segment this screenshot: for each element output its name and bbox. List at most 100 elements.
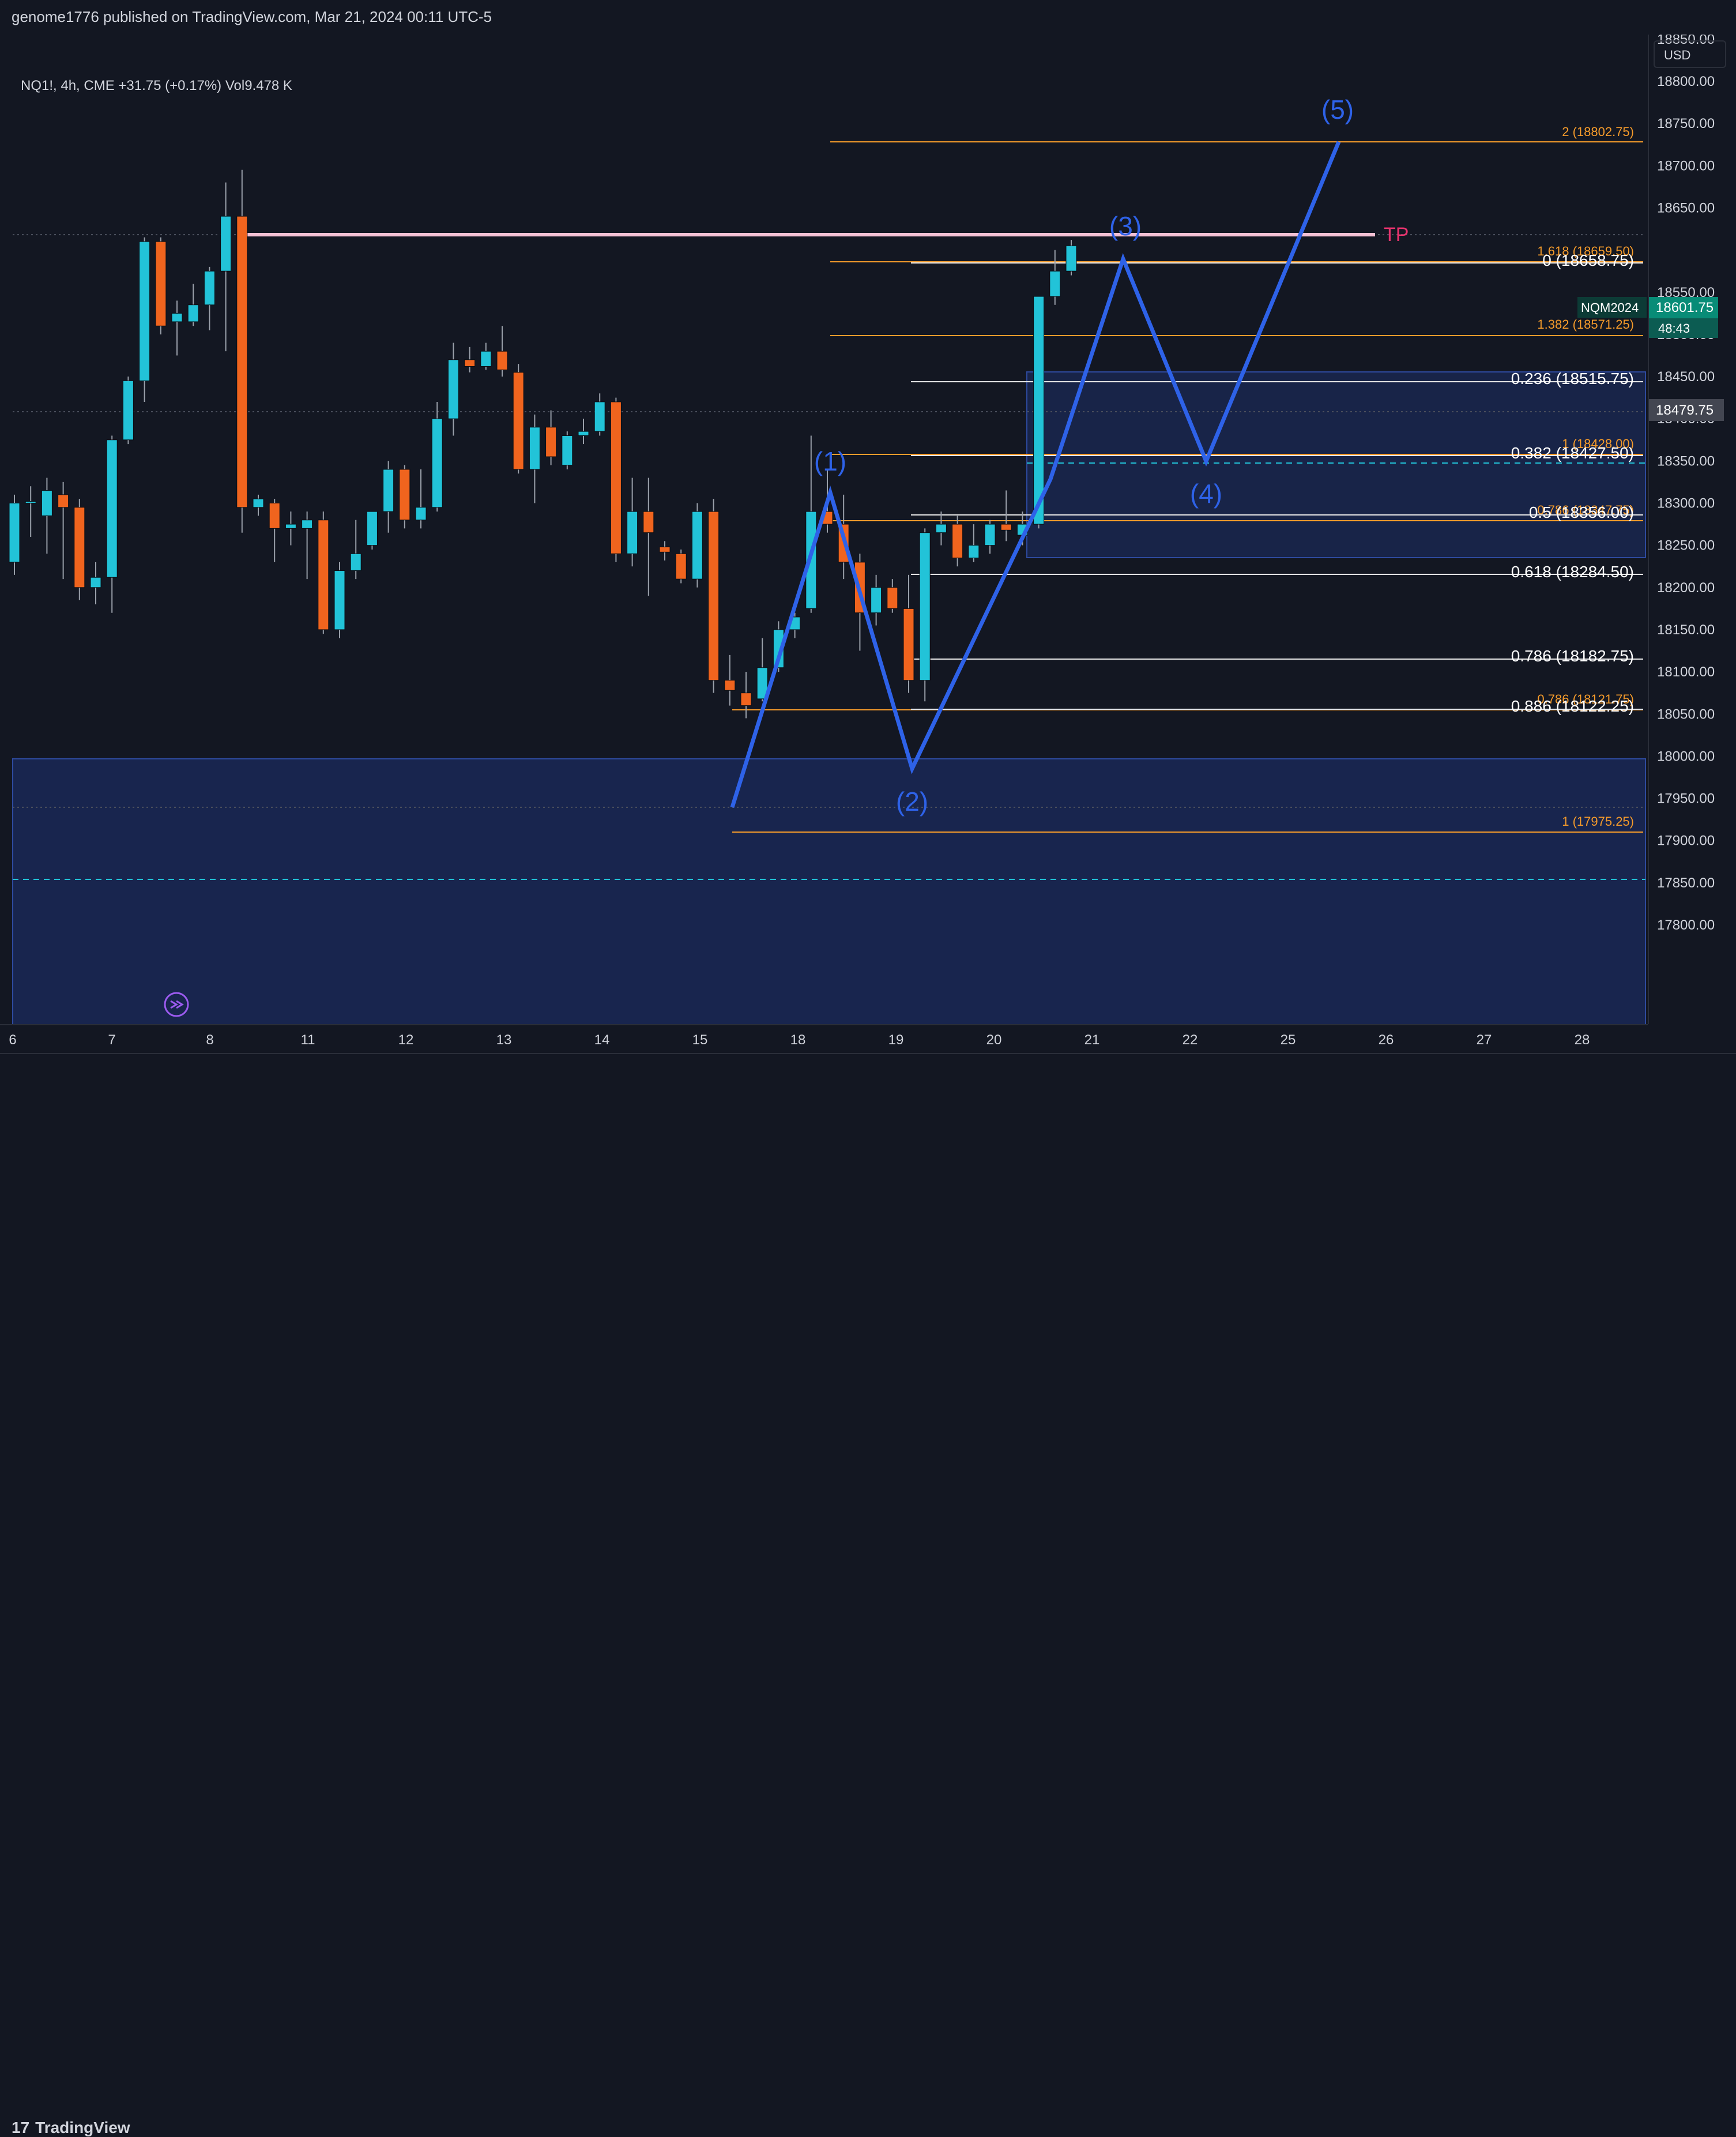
time-tick-label: 21: [1084, 1032, 1100, 1048]
lower-zone: [12, 758, 1646, 1024]
candle-body[interactable]: [513, 372, 524, 470]
candlestick-series[interactable]: [9, 170, 1077, 718]
chart-canvas[interactable]: TP 2 (18802.75) 1.618 (18659.50) 1.382 (…: [0, 35, 1648, 1024]
price-tick-label: 17800.00: [1657, 917, 1715, 933]
candle-body[interactable]: [610, 401, 622, 554]
svg-text:(4): (4): [1190, 479, 1222, 509]
fib-retracement-lines[interactable]: [911, 262, 1643, 710]
candle-body[interactable]: [58, 494, 69, 508]
candle-body[interactable]: [903, 608, 914, 681]
svg-text:NQM2024: NQM2024: [1581, 300, 1639, 315]
candle-body[interactable]: [106, 439, 118, 578]
crosshair-price-tag: 18479.75: [1649, 399, 1724, 421]
candle-body[interactable]: [659, 547, 671, 552]
candle-body[interactable]: [253, 498, 264, 508]
candle-body[interactable]: [399, 469, 411, 521]
time-tick-label: 18: [790, 1032, 806, 1048]
time-tick-label: 15: [692, 1032, 708, 1048]
candle-body[interactable]: [756, 667, 768, 699]
candle-body[interactable]: [480, 351, 492, 367]
candle-body[interactable]: [643, 511, 654, 533]
currency-button[interactable]: USD: [1654, 40, 1726, 68]
svg-text:(3): (3): [1109, 211, 1142, 241]
candle-body[interactable]: [691, 511, 703, 580]
candle-body[interactable]: [155, 241, 167, 326]
candle-body[interactable]: [968, 545, 980, 559]
candle-body[interactable]: [350, 553, 361, 571]
price-tick-label: 18150.00: [1657, 622, 1715, 638]
candle-body[interactable]: [25, 501, 36, 504]
time-tick-label: 25: [1281, 1032, 1296, 1048]
candle-body[interactable]: [708, 511, 720, 681]
svg-text:(5): (5): [1321, 95, 1354, 125]
candle-body[interactable]: [578, 431, 589, 436]
time-tick-label: 20: [986, 1032, 1002, 1048]
candle-body[interactable]: [1049, 270, 1061, 297]
time-tick-label: 14: [594, 1032, 610, 1048]
candle-body[interactable]: [529, 427, 540, 470]
candle-body[interactable]: [984, 524, 996, 546]
candle-body[interactable]: [383, 469, 394, 512]
candle-body[interactable]: [887, 587, 898, 609]
candle-body[interactable]: [366, 511, 378, 546]
candle-body[interactable]: [318, 520, 329, 630]
candle-body[interactable]: [269, 503, 280, 529]
candle-body[interactable]: [334, 570, 345, 630]
candle-body[interactable]: [919, 532, 931, 681]
svg-text:0.618 (18284.50): 0.618 (18284.50): [1511, 563, 1634, 581]
chart-pane[interactable]: TP 2 (18802.75) 1.618 (18659.50) 1.382 (…: [0, 35, 1648, 1024]
price-axis[interactable]: 18850.00 18800.00 18750.00 18700.00 18650.00…: [1648, 35, 1736, 1024]
candle-body[interactable]: [562, 435, 573, 466]
time-axis[interactable]: 6 7 8 11 12 13 14 15 18 19 20 21 22 25 26 27 28: [0, 1024, 1648, 1053]
symbol-legend[interactable]: NQ1!, 4h, CME +31.75 (+0.17%) Vol9.478 K: [21, 78, 292, 93]
svg-text:1.618 (18659.50): 1.618 (18659.50): [1537, 244, 1634, 258]
tradingview-logo[interactable]: 17 TradingView: [12, 2119, 130, 2137]
svg-text:0.382 (18427.50): 0.382 (18427.50): [1511, 444, 1634, 462]
price-tick-label: 18750.00: [1657, 116, 1715, 131]
brand-name: TradingView: [35, 2119, 130, 2136]
time-tick-label: 7: [108, 1032, 115, 1048]
candle-body[interactable]: [204, 270, 215, 306]
candle-body[interactable]: [935, 524, 947, 533]
candle-body[interactable]: [675, 553, 687, 580]
candle-body[interactable]: [773, 629, 784, 668]
candle-body[interactable]: [220, 216, 232, 272]
svg-text:2 (18802.75): 2 (18802.75): [1562, 125, 1634, 139]
candle-body[interactable]: [545, 427, 557, 457]
candle-body[interactable]: [431, 418, 443, 508]
svg-text:0 (18658.75): 0 (18658.75): [1542, 251, 1634, 269]
candle-body[interactable]: [285, 524, 296, 529]
replay-icon[interactable]: [164, 992, 189, 1017]
candle-body[interactable]: [447, 359, 459, 419]
last-price-tag: 18601.75 48:43: [1649, 297, 1718, 338]
price-axis-canvas[interactable]: 18850.0018800.0018750.0018700.0018650.00…: [1649, 35, 1736, 1024]
candle-body[interactable]: [41, 490, 52, 516]
candle-body[interactable]: [236, 216, 248, 508]
candle-body[interactable]: [139, 241, 150, 381]
candle-body[interactable]: [1065, 245, 1077, 272]
candle-body[interactable]: [496, 351, 508, 370]
candle-body[interactable]: [122, 380, 134, 441]
candle-body[interactable]: [415, 507, 427, 521]
candle-body[interactable]: [74, 507, 85, 588]
contract-tag: NQM2024: [1577, 297, 1647, 318]
candle-body[interactable]: [90, 577, 101, 588]
candle-body[interactable]: [627, 511, 638, 554]
price-tick-label: 18650.00: [1657, 200, 1715, 216]
candle-body[interactable]: [464, 359, 476, 367]
price-tick-label: 18350.00: [1657, 453, 1715, 469]
candle-body[interactable]: [187, 304, 199, 322]
candle-body[interactable]: [9, 503, 20, 563]
price-tick-label: 18300.00: [1657, 496, 1715, 511]
elliott-wave-path[interactable]: [730, 141, 1341, 808]
candle-body[interactable]: [302, 520, 313, 529]
candle-body[interactable]: [171, 313, 183, 322]
candle-body[interactable]: [952, 524, 963, 559]
time-tick-label: 19: [888, 1032, 904, 1048]
candle-body[interactable]: [740, 693, 752, 706]
candle-body[interactable]: [594, 401, 605, 432]
candle-body[interactable]: [871, 587, 882, 614]
candle-body[interactable]: [1000, 524, 1012, 531]
candle-body[interactable]: [1033, 296, 1045, 525]
candle-body[interactable]: [724, 680, 736, 691]
